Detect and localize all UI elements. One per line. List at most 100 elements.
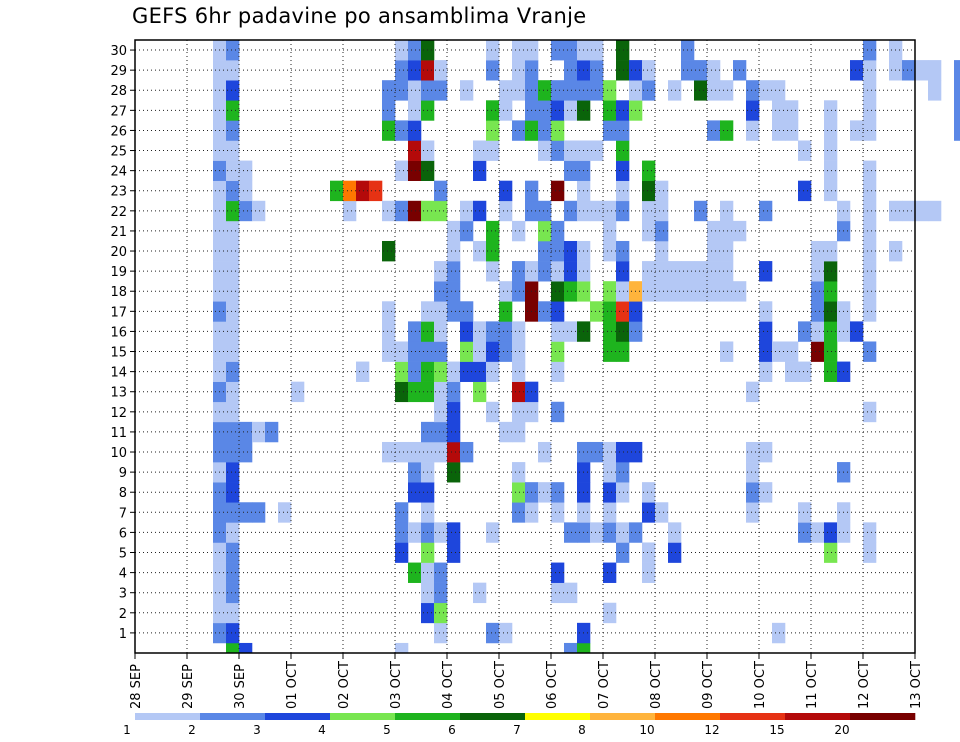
cell (408, 40, 422, 61)
cell (434, 361, 448, 382)
cell (239, 642, 253, 654)
cell (551, 582, 565, 604)
cell (811, 341, 825, 362)
cell (226, 60, 240, 81)
cell (902, 60, 916, 81)
cell (447, 421, 461, 443)
cell (434, 602, 448, 624)
cell (616, 522, 630, 543)
cell (395, 120, 409, 141)
y-tick-label: 18 (110, 285, 127, 300)
cell (590, 441, 604, 463)
cell (655, 502, 669, 523)
cell (499, 180, 513, 202)
cell (642, 80, 656, 101)
cell (395, 80, 409, 101)
cell (226, 602, 240, 624)
cell (291, 381, 305, 403)
cell (551, 562, 565, 583)
cell (603, 120, 617, 141)
cell (551, 40, 565, 61)
cell (499, 622, 513, 644)
cell (343, 180, 357, 202)
cell (395, 200, 409, 222)
cell (408, 160, 422, 181)
cell (655, 240, 669, 262)
cell (954, 80, 960, 101)
cell (759, 482, 773, 503)
cell (226, 401, 240, 423)
cell (447, 261, 461, 282)
cell (434, 341, 448, 362)
cell (239, 160, 253, 181)
cell (356, 361, 370, 382)
cell (824, 180, 838, 202)
cell (616, 341, 630, 362)
cell (551, 240, 565, 262)
cell (590, 40, 604, 61)
cell (226, 100, 240, 121)
cell (382, 341, 396, 362)
cell (408, 100, 422, 121)
cell (278, 502, 292, 523)
cell (811, 261, 825, 282)
cell (434, 441, 448, 463)
cell (564, 80, 578, 101)
cell (395, 522, 409, 543)
cell (811, 522, 825, 543)
cell (668, 261, 682, 282)
cell (226, 482, 240, 503)
x-tick-label: 06 OCT (545, 661, 560, 709)
cell (655, 220, 669, 242)
cell (954, 120, 960, 141)
cell (863, 341, 877, 362)
cell (616, 140, 630, 161)
cell (616, 100, 630, 121)
cell (811, 240, 825, 262)
cell (447, 361, 461, 382)
cell (551, 401, 565, 423)
cell (642, 180, 656, 202)
cell (772, 341, 786, 362)
cell (460, 441, 474, 463)
x-tick-label: 28 SEP (129, 664, 144, 709)
cell (486, 261, 500, 282)
legend-swatch (720, 713, 786, 720)
cell (512, 321, 526, 342)
y-tick-label: 29 (110, 64, 127, 79)
cell (863, 40, 877, 61)
y-tick-label: 6 (119, 526, 127, 541)
y-tick-label: 10 (110, 446, 127, 461)
cell (603, 462, 617, 483)
cell (486, 341, 500, 362)
chart-title: GEFS 6hr padavine po ansamblima Vranje (132, 4, 587, 28)
cell (499, 200, 513, 222)
cell (356, 180, 370, 202)
y-tick-label: 19 (110, 265, 127, 280)
cell (382, 240, 396, 262)
cell (408, 462, 422, 483)
x-tick-label: 10 OCT (753, 661, 768, 709)
y-tick-label: 24 (110, 165, 127, 180)
cell (226, 281, 240, 302)
cell (434, 421, 448, 443)
cell (616, 200, 630, 222)
cell (811, 321, 825, 342)
cell (616, 441, 630, 463)
cell (707, 240, 721, 262)
cell (434, 60, 448, 81)
y-tick-label: 15 (110, 346, 127, 361)
cell (811, 301, 825, 322)
cell (434, 522, 448, 543)
cell (824, 542, 838, 563)
cell (226, 321, 240, 342)
cell (616, 261, 630, 282)
cell (512, 80, 526, 101)
plot-frame (134, 39, 916, 654)
cell (746, 80, 760, 101)
x-tick-label: 03 OCT (389, 661, 404, 709)
cell (408, 562, 422, 583)
cell (395, 381, 409, 403)
cell (460, 220, 474, 242)
cell (226, 622, 240, 644)
